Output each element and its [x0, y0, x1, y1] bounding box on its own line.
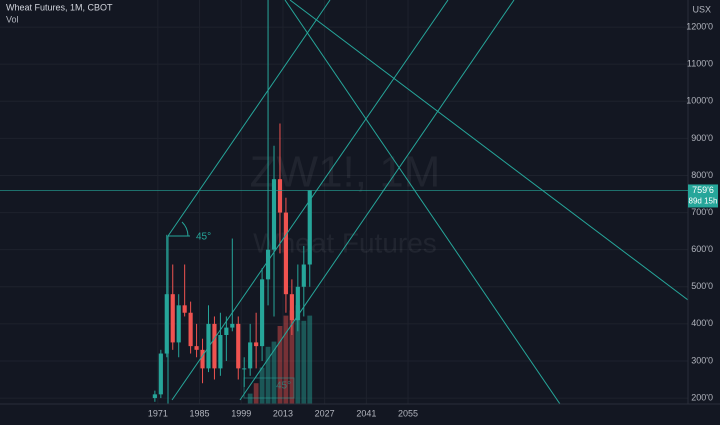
volume-bar: [277, 326, 283, 404]
volume-bar: [307, 315, 313, 404]
y-tick-label: 800'0: [691, 170, 713, 180]
y-tick-label: 500'0: [691, 281, 713, 291]
grid: [0, 0, 688, 404]
candle-body: [224, 327, 229, 335]
candle-body: [158, 353, 163, 395]
angle-arc: [181, 221, 189, 237]
candle-body: [230, 323, 235, 328]
y-tick-label: 200'0: [691, 392, 713, 402]
volume-label: Vol: [6, 14, 19, 24]
watermark-subtitle: Wheat Futures: [253, 227, 437, 258]
candle-body: [248, 342, 253, 369]
volume-bar: [289, 310, 295, 404]
y-tick-label: 900'0: [691, 133, 713, 143]
candle-body: [265, 249, 271, 280]
trend-line: [239, 0, 515, 401]
price-axis: [688, 0, 720, 425]
candle-body: [212, 323, 217, 369]
candle-body: [271, 179, 277, 250]
axes: 200'0 300'0 400'0 500'0 600'0 700'0 800'0 900'0…: [0, 21, 718, 418]
angle-label: 45°: [276, 381, 291, 392]
x-tick-label: 2055: [398, 408, 418, 418]
volume-bar: [247, 393, 253, 404]
volume-bar: [301, 320, 307, 404]
trend-line: [289, 0, 688, 301]
trend-line: [167, 0, 331, 237]
candle-body: [295, 286, 300, 321]
candle-body: [170, 294, 175, 343]
candle-body: [152, 394, 157, 399]
candle-body: [289, 294, 294, 321]
y-tick-label: 700'0: [691, 207, 713, 217]
candle-body: [194, 346, 199, 350]
volume-bar: [259, 367, 265, 404]
x-tick-label: 1985: [190, 408, 210, 418]
angle-label: 45°: [196, 232, 211, 243]
currency: USX: [692, 4, 711, 14]
last-price-label: 759'6: [692, 185, 714, 195]
candle-body: [307, 190, 312, 265]
candle-body: [277, 179, 283, 213]
angle-box: [243, 377, 295, 399]
candle-body: [200, 349, 205, 369]
last-price-tag: [688, 184, 718, 208]
candle-body: [188, 312, 193, 347]
volume-bar: [295, 305, 301, 404]
y-tick-label: 300'0: [691, 355, 713, 365]
candle-body: [218, 334, 223, 369]
y-tick-label: 1200'0: [686, 21, 713, 31]
volume-bar: [253, 383, 259, 404]
candle-body: [254, 342, 259, 347]
time-axis: [0, 404, 720, 425]
trend-line: [171, 0, 449, 401]
drawings: [167, 0, 688, 404]
x-tick-label: 2041: [356, 408, 376, 418]
candle-body: [236, 323, 241, 369]
volume-bar: [271, 341, 277, 404]
x-tick-label: 1999: [231, 408, 251, 418]
y-tick-label: 1000'0: [686, 96, 713, 106]
candle-body: [283, 212, 289, 295]
x-tick-label: 1971: [148, 408, 168, 418]
x-tick-label: 2027: [315, 408, 335, 418]
candle-body: [301, 264, 306, 287]
candles: [152, 0, 312, 402]
candle-body: [164, 294, 169, 354]
candle-body: [176, 305, 181, 343]
countdown: 89d 15h: [689, 197, 718, 206]
y-tick-label: 1100'0: [687, 59, 713, 69]
volume-bar: [265, 346, 271, 404]
volume-bar: [283, 315, 289, 404]
candle-body: [260, 279, 265, 347]
candle-body: [242, 368, 247, 370]
trend-line: [284, 0, 561, 404]
y-tick-label: 600'0: [691, 244, 713, 254]
x-tick-label: 2013: [273, 408, 293, 418]
candle-body: [182, 305, 187, 313]
chart-title: Wheat Futures, 1M, CBOT: [6, 2, 113, 12]
candle-body: [206, 323, 211, 369]
volume-pane: [247, 305, 313, 404]
y-tick-label: 400'0: [691, 318, 713, 328]
